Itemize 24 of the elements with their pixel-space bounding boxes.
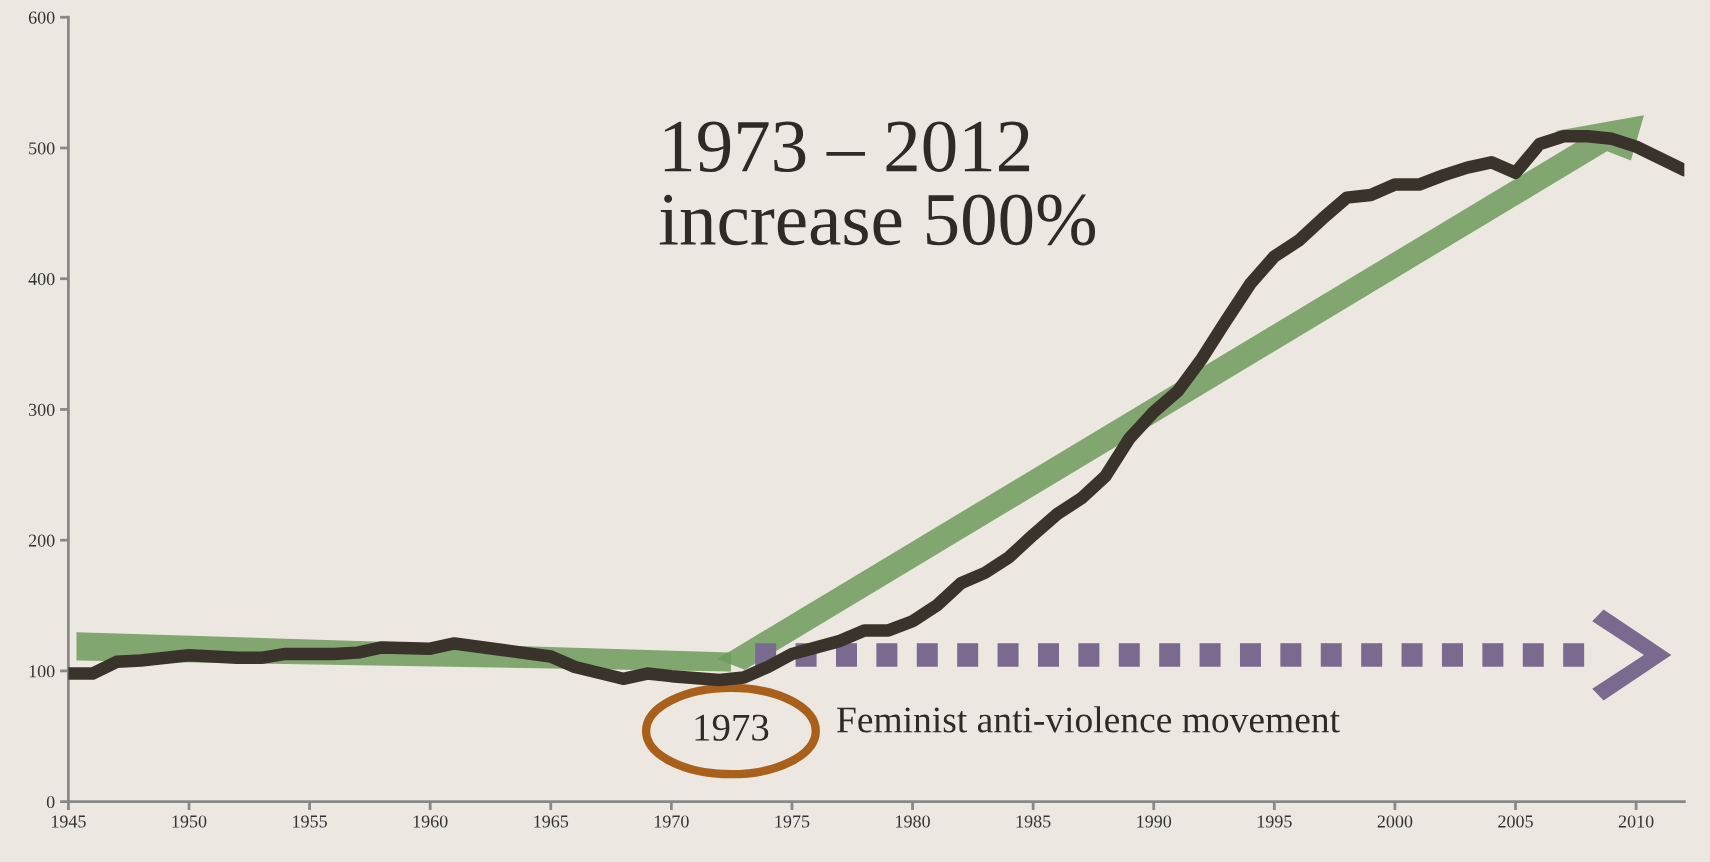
x-tick-label: 1980 [896, 815, 930, 828]
y-tick-label: 500 [29, 142, 55, 155]
x-tick-label: 2010 [1618, 815, 1654, 828]
y-tick-label: 600 [28, 11, 55, 24]
x-tick-label: 1985 [1016, 815, 1051, 828]
x-tick-label: 1990 [1137, 815, 1172, 828]
y-tick-label: 100 [29, 665, 55, 678]
y-tick-label: 0 [46, 795, 55, 809]
x-tick-label: 1945 [51, 815, 86, 828]
annotation: Feminist anti-violence movement [837, 706, 1340, 733]
x-tick-label: 1950 [172, 815, 207, 828]
x-tick-label: 1965 [534, 815, 569, 828]
y-tick-label: 200 [28, 534, 55, 547]
x-tick-label: 2000 [1377, 815, 1413, 828]
x-tick-label: 2005 [1498, 815, 1533, 828]
annotation: 1973 [695, 714, 769, 741]
x-tick-label: 1995 [1257, 815, 1292, 828]
x-tick-label: 1975 [775, 815, 810, 828]
x-tick-label: 1960 [413, 815, 448, 828]
y-tick-label: 300 [28, 403, 55, 416]
x-tick-label: 1955 [293, 815, 327, 828]
x-tick-label: 1970 [654, 815, 689, 828]
y-tick-label: 400 [28, 272, 55, 286]
annotation: 1973 – 2012 increase 500% [659, 121, 1096, 246]
